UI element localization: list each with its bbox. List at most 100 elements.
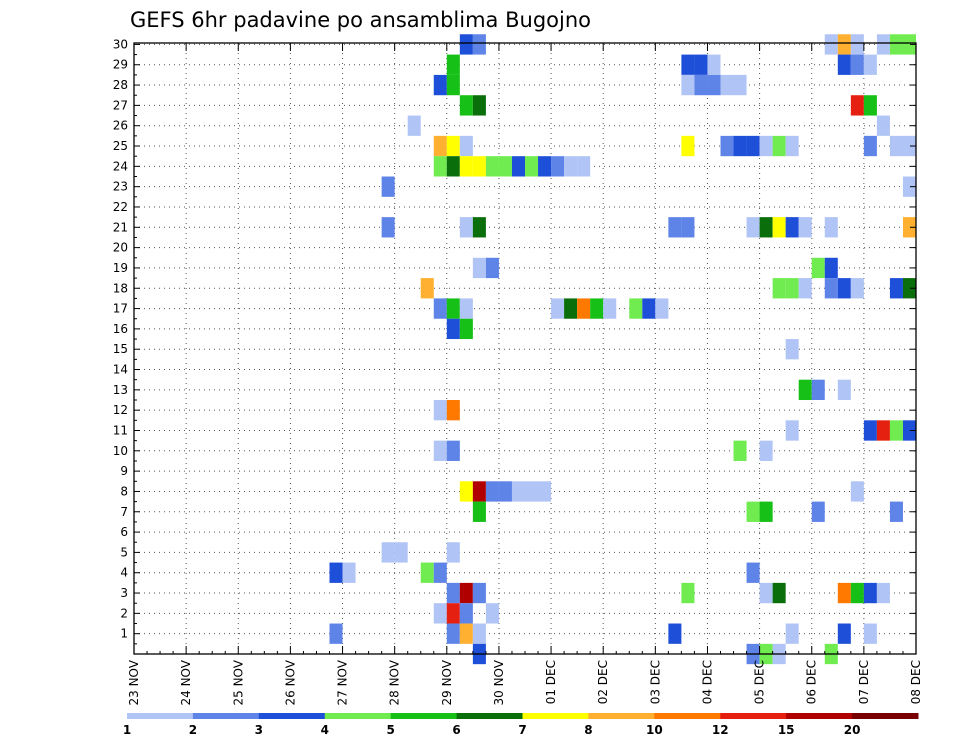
precip-cell [824, 34, 838, 55]
precip-cell [876, 115, 890, 136]
colorbar-swatch [786, 713, 853, 719]
precip-cell [472, 156, 486, 177]
precip-cell [459, 95, 473, 116]
precip-cell [850, 34, 864, 55]
precip-cell [472, 217, 486, 238]
x-tick-label: 01 DEC [544, 660, 558, 704]
x-tick-label: 30 NOV [492, 659, 506, 705]
precip-cell [525, 481, 539, 502]
x-tick-label: 23 NOV [127, 659, 141, 705]
precip-cell [889, 135, 903, 157]
precip-cell [681, 74, 695, 96]
precip-cell [837, 54, 851, 75]
precip-cell [785, 278, 799, 299]
precip-cell [889, 278, 903, 299]
colorbar-swatch [720, 713, 787, 719]
precip-cell [746, 135, 760, 157]
y-tick-label: 4 [120, 566, 128, 580]
precip-cell [446, 582, 460, 604]
precip-cell [446, 54, 460, 75]
x-tick-label: 08 DEC [909, 660, 923, 704]
precip-cell [459, 623, 473, 644]
colorbar-swatch [456, 713, 523, 719]
precip-cell [629, 298, 643, 319]
precip-cell [863, 95, 877, 116]
x-tick-label: 05 DEC [753, 660, 767, 704]
precip-cell [511, 481, 525, 502]
precip-cell [433, 135, 447, 157]
precip-cell [485, 156, 499, 177]
precip-cell [472, 582, 486, 604]
precip-cell [472, 623, 486, 644]
y-tick-label: 5 [120, 545, 128, 559]
precip-cell [837, 582, 851, 604]
precip-cell [759, 217, 773, 238]
precip-cell [472, 257, 486, 279]
precip-cell [850, 54, 864, 75]
precip-cell [446, 400, 460, 421]
grid-lines [134, 43, 916, 654]
y-tick-label: 15 [113, 342, 128, 356]
precip-cell [668, 217, 682, 238]
precip-cell [772, 217, 786, 238]
precip-cell [733, 74, 747, 96]
y-tick-label: 21 [113, 220, 128, 234]
y-tick-label: 19 [113, 261, 128, 275]
precip-cell [798, 379, 812, 401]
precip-cell [811, 257, 825, 279]
precip-cell [577, 156, 591, 177]
y-tick-label: 12 [113, 403, 128, 417]
precip-cell [772, 278, 786, 299]
y-tick-label: 11 [113, 423, 128, 437]
precip-cell [850, 481, 864, 502]
precip-cell [564, 156, 578, 177]
colorbar-swatch [654, 713, 721, 719]
precip-cell [902, 217, 916, 238]
x-tick-label: 28 NOV [388, 659, 402, 705]
precip-cell [394, 542, 408, 563]
precip-cell [459, 582, 473, 604]
precip-cell [459, 318, 473, 340]
precip-cell [655, 298, 669, 319]
y-tick-label: 20 [113, 241, 128, 255]
precip-cell [772, 135, 786, 157]
precip-cell [472, 481, 486, 502]
x-tick-label: 24 NOV [179, 659, 193, 705]
precip-cell [785, 339, 799, 360]
x-tick-label: 06 DEC [805, 660, 819, 704]
colorbar-swatch [852, 713, 919, 719]
precip-cell [433, 562, 447, 583]
y-tick-label: 1 [120, 627, 128, 641]
precip-cell [694, 74, 708, 96]
precip-cell [551, 156, 565, 177]
precip-cell [837, 623, 851, 644]
precip-cell [863, 54, 877, 75]
y-tick-label: 3 [120, 586, 128, 600]
precip-cell [811, 379, 825, 401]
y-tick-label: 25 [113, 139, 128, 153]
y-tick-label: 23 [113, 180, 128, 194]
y-tick-label: 2 [120, 606, 128, 620]
precip-cell [433, 440, 447, 461]
precip-cell [433, 156, 447, 177]
colorbar-swatch [390, 713, 458, 719]
precip-cell [459, 217, 473, 238]
precip-cell [446, 440, 460, 461]
precip-cell [863, 582, 877, 604]
precip-cell [642, 298, 656, 319]
precip-cell [759, 135, 773, 157]
precip-cell [850, 278, 864, 299]
colorbar: 1 2 3 4 5 6 7 8 10 12 15 20 [123, 713, 919, 737]
precip-cell [681, 135, 695, 157]
y-tick-label: 18 [113, 281, 128, 295]
y-tick-label: 30 [113, 37, 128, 51]
colorbar-label: 1 [123, 723, 131, 737]
x-tick-label: 03 DEC [648, 660, 662, 704]
precip-cell [876, 420, 890, 441]
precip-cell [381, 176, 395, 197]
precip-cell [824, 217, 838, 238]
precip-cell [551, 298, 565, 319]
precip-cell [525, 156, 539, 177]
y-tick-label: 10 [113, 444, 128, 458]
colorbar-label: 2 [189, 723, 197, 737]
